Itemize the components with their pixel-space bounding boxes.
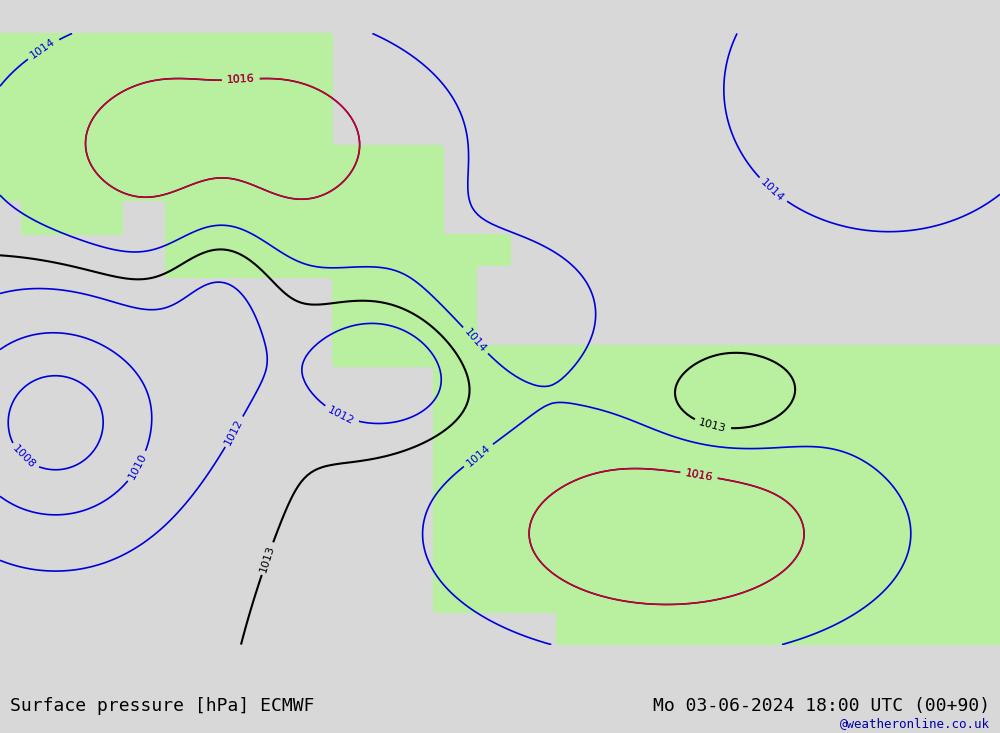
Text: Mo 03-06-2024 18:00 UTC (00+90): Mo 03-06-2024 18:00 UTC (00+90) bbox=[653, 697, 990, 715]
Text: 1012: 1012 bbox=[223, 417, 245, 446]
Text: 1016: 1016 bbox=[227, 74, 255, 85]
Text: 1016: 1016 bbox=[684, 468, 714, 482]
Text: 1010: 1010 bbox=[127, 452, 149, 481]
Text: @weatheronline.co.uk: @weatheronline.co.uk bbox=[840, 718, 990, 730]
Text: 1014: 1014 bbox=[759, 177, 786, 204]
Text: 1014: 1014 bbox=[464, 442, 492, 468]
Text: 1012: 1012 bbox=[326, 405, 356, 426]
Text: 1013: 1013 bbox=[698, 417, 727, 434]
Text: Surface pressure [hPa] ECMWF: Surface pressure [hPa] ECMWF bbox=[10, 697, 314, 715]
Text: 1014: 1014 bbox=[463, 327, 488, 355]
Text: 1016: 1016 bbox=[684, 468, 714, 482]
Text: 1013: 1013 bbox=[258, 544, 276, 573]
Text: 1014: 1014 bbox=[29, 37, 57, 61]
Text: 1008: 1008 bbox=[10, 443, 37, 471]
Text: 1016: 1016 bbox=[227, 74, 255, 85]
